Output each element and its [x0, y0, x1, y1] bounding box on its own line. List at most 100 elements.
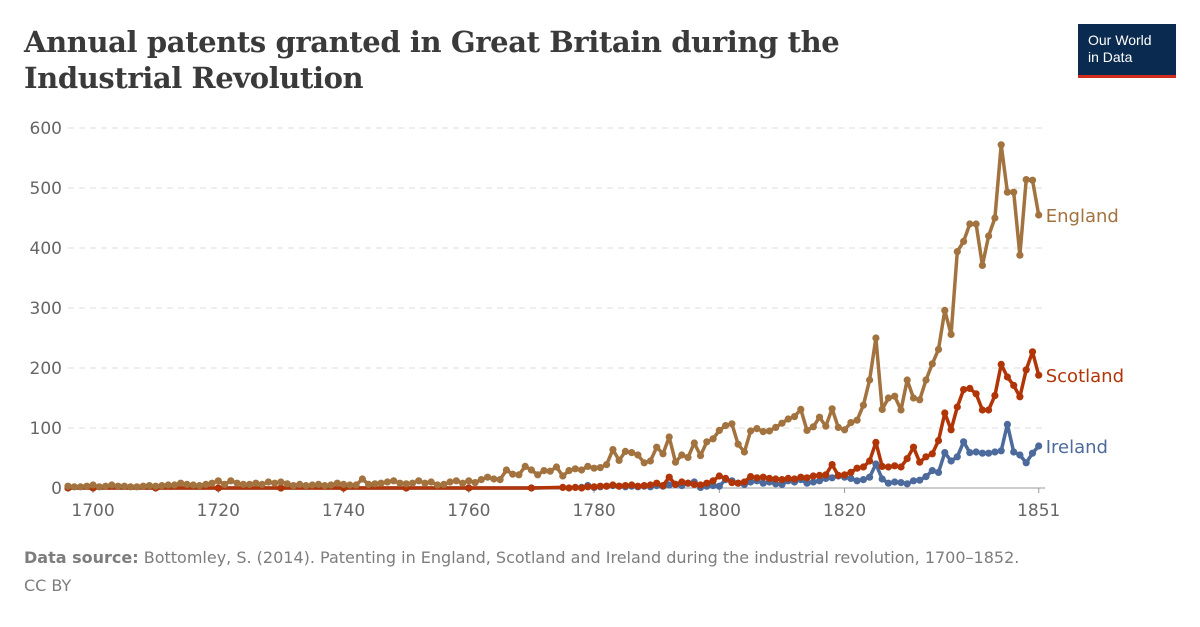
point-england	[540, 467, 548, 475]
point-scotland	[866, 457, 874, 465]
point-england	[884, 394, 893, 402]
owid-logo[interactable]: Our World in Data	[1078, 24, 1176, 78]
point-england	[427, 478, 435, 486]
point-scotland	[609, 481, 617, 489]
point-scotland	[584, 483, 592, 491]
point-scotland	[953, 403, 961, 411]
x-axis: 1700 1720 1740 1760 1780 1800 1820 1851	[68, 487, 1060, 521]
point-england	[70, 483, 78, 491]
point-england	[408, 479, 417, 487]
point-scotland	[684, 479, 692, 487]
point-ireland	[947, 457, 955, 465]
point-england	[314, 480, 323, 488]
point-ireland	[853, 477, 861, 485]
point-england	[515, 471, 523, 479]
point-scotland	[822, 471, 830, 479]
point-england	[897, 406, 905, 414]
point-ireland	[1028, 449, 1037, 457]
point-england	[346, 481, 354, 489]
point-england	[365, 480, 373, 488]
footer: Data source: Bottomley, S. (2014). Paten…	[24, 544, 1174, 600]
point-scotland	[728, 479, 736, 487]
point-england	[828, 405, 836, 413]
point-england	[872, 334, 880, 342]
point-england	[114, 482, 122, 490]
point-england	[634, 451, 642, 459]
point-england	[452, 477, 460, 485]
x-tick-label: 1820	[823, 501, 866, 521]
point-scotland	[916, 458, 924, 466]
point-england	[221, 480, 229, 488]
point-scotland	[659, 482, 667, 490]
point-england	[340, 480, 348, 488]
point-ireland	[665, 481, 673, 489]
y-tick-label: 400	[30, 239, 62, 259]
point-england	[747, 427, 755, 435]
point-scotland	[884, 463, 893, 471]
data-source: Data source: Bottomley, S. (2014). Paten…	[24, 544, 1174, 572]
point-england	[239, 480, 247, 488]
point-scotland	[978, 406, 987, 414]
point-england	[953, 248, 961, 256]
point-england	[308, 481, 316, 489]
point-ireland	[928, 467, 936, 475]
license[interactable]: CC BY	[24, 576, 72, 595]
point-scotland	[897, 463, 905, 471]
point-england	[891, 392, 899, 400]
series-england[interactable]	[64, 141, 1043, 491]
point-england	[484, 473, 492, 481]
point-scotland	[903, 455, 911, 463]
point-england	[120, 482, 128, 490]
point-ireland	[978, 449, 987, 457]
point-england	[170, 481, 179, 489]
point-ireland	[909, 477, 918, 485]
point-england	[296, 480, 304, 488]
line-ireland	[68, 422, 1041, 490]
point-england	[822, 422, 830, 430]
point-ireland	[872, 460, 880, 468]
point-england	[64, 482, 72, 490]
series-ireland[interactable]	[64, 420, 1043, 492]
point-england	[765, 427, 774, 435]
point-england	[853, 416, 861, 424]
logo-line-1: Our World	[1088, 32, 1152, 48]
point-england	[922, 376, 930, 384]
line-england	[67, 143, 1041, 489]
point-england	[264, 478, 272, 486]
point-england	[214, 477, 222, 485]
point-england	[784, 415, 792, 423]
point-england	[596, 464, 604, 472]
point-scotland	[1028, 348, 1037, 356]
point-scotland	[527, 484, 536, 492]
point-scotland	[696, 481, 705, 489]
point-scotland	[1003, 373, 1012, 381]
point-scotland	[784, 474, 792, 482]
point-ireland	[1022, 459, 1030, 467]
point-england	[527, 466, 536, 474]
point-ireland	[803, 479, 811, 487]
point-england	[815, 413, 824, 421]
chart-title: Annual patents granted in Great Britain …	[24, 25, 840, 95]
point-ireland	[972, 448, 980, 456]
series-scotland[interactable]	[64, 348, 1043, 492]
point-england	[490, 475, 498, 483]
point-scotland	[628, 481, 636, 489]
point-england	[164, 481, 172, 489]
point-england	[502, 466, 510, 474]
data-source-label: Data source:	[24, 548, 139, 567]
point-england	[183, 480, 191, 488]
point-england	[271, 479, 279, 487]
point-scotland	[653, 479, 661, 487]
point-ireland	[916, 476, 924, 484]
point-england	[797, 405, 805, 413]
point-england	[289, 482, 298, 490]
point-ireland	[934, 468, 943, 476]
point-scotland	[277, 484, 285, 492]
point-scotland	[559, 483, 567, 491]
point-scotland	[941, 409, 949, 417]
y-tick-label: 200	[30, 359, 62, 379]
point-england	[790, 413, 799, 421]
point-england	[258, 480, 266, 488]
point-england	[690, 439, 698, 447]
point-ireland	[847, 474, 855, 482]
